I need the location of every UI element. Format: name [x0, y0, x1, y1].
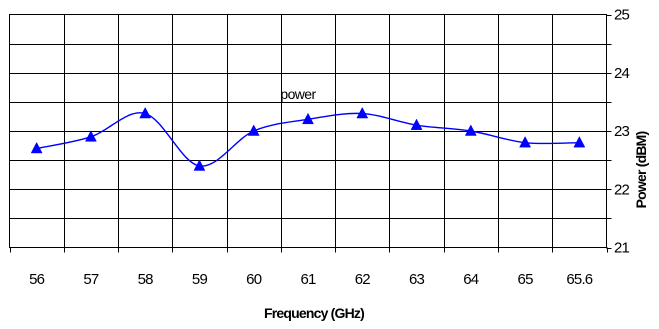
x-tick-label: 61 [300, 271, 316, 288]
y-tick-label: 21 [614, 240, 630, 257]
x-axis-title: Frequency (GHz) [264, 305, 364, 321]
data-point-marker [85, 131, 96, 142]
x-tick-label: 65 [518, 271, 534, 288]
x-tick-labels: 56 57 58 59 60 61 62 63 64 65 65.6 [29, 271, 593, 288]
x-tick-label: 58 [138, 271, 154, 288]
y-tick-label: 25 [614, 7, 630, 24]
x-tick-label: 64 [463, 271, 479, 288]
y-tick-label: 22 [614, 181, 630, 198]
y-tick-label: 24 [614, 65, 630, 82]
x-tick-label: 56 [29, 271, 45, 288]
y-tick-label: 23 [614, 123, 630, 140]
data-point-marker [248, 125, 259, 136]
y-axis-title: Power (dBM) [633, 131, 649, 208]
axis-ticks [11, 16, 612, 253]
series-annotation: power [280, 86, 316, 102]
x-tick-label: 62 [355, 271, 371, 288]
series-markers [31, 108, 585, 171]
x-tick-label: 63 [409, 271, 425, 288]
data-point-marker [574, 137, 585, 148]
x-tick-label: 60 [246, 271, 262, 288]
x-tick-label: 65.6 [566, 271, 592, 288]
grid [10, 15, 607, 248]
x-tick-label: 59 [192, 271, 208, 288]
y-tick-labels: 21 22 23 24 25 [614, 7, 630, 257]
x-tick-label: 57 [83, 271, 99, 288]
